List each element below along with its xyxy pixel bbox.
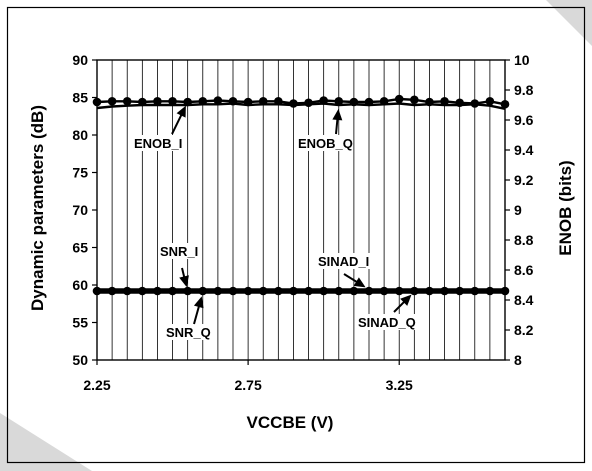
data-point-enob-i	[440, 96, 449, 106]
right-y-tick-label: 8	[514, 352, 522, 368]
left-y-tick-label: 90	[72, 52, 88, 68]
annotation-sinad-q: SINAD_Q	[358, 315, 416, 330]
right-y-tick-label: 8.8	[514, 232, 534, 248]
series-line-enob-i	[96, 97, 506, 106]
data-point-enob-i	[107, 96, 117, 106]
x-tick-label: 2.25	[83, 377, 110, 393]
annotation-snr-i: SNR_I	[160, 244, 198, 259]
annotation-bg-sinad-i	[316, 253, 377, 269]
left-y-tick-label: 60	[72, 277, 88, 293]
annotation-enob-q: ENOB_Q	[298, 136, 353, 151]
right-y-tick-label: 9.2	[514, 172, 534, 188]
right-y-tick-label: 9	[514, 202, 522, 218]
annotation-arrow-head-snr-q	[193, 296, 204, 309]
left-y-tick-label: 50	[72, 352, 88, 368]
left-y-tick-label: 65	[72, 240, 88, 256]
annotation-arrow-head-sinad-q	[400, 294, 412, 306]
data-point-enob-i	[304, 98, 313, 108]
right-y-tick-label: 8.2	[514, 322, 534, 338]
left-y-tick-label: 70	[72, 202, 88, 218]
annotation-enob-i: ENOB_I	[134, 136, 182, 151]
data-point-enob-i	[289, 99, 298, 108]
data-point-enob-i	[485, 96, 495, 106]
data-point-enob-i	[334, 96, 344, 106]
right-y-tick-label: 8.6	[514, 262, 534, 278]
data-point-enob-i	[500, 99, 510, 109]
left-y-tick-label: 75	[72, 165, 88, 181]
right-y-tick-label: 9.6	[514, 112, 534, 128]
x-tick-label: 2.75	[234, 377, 261, 393]
figure-border	[6, 6, 586, 464]
annotation-arrow-head-sinad-i	[353, 277, 366, 288]
series-line-enob-q	[96, 102, 506, 110]
right-y-tick-label: 10	[514, 52, 530, 68]
annotation-arrow-head-enob-q	[332, 108, 343, 121]
annotation-sinad-i: SINAD_I	[318, 254, 369, 269]
annotation-arrow-head-snr-i	[179, 275, 189, 288]
right-y-tick-label: 9.8	[514, 82, 534, 98]
data-point-enob-i	[213, 96, 223, 105]
annotation-arrow-head-enob-i	[176, 105, 186, 118]
annotation-bg-enob-i	[132, 135, 184, 151]
right-y-tick-label: 9.4	[514, 142, 534, 158]
left-y-tick-label: 85	[72, 90, 88, 106]
left-y-tick-label: 80	[72, 127, 88, 143]
corner-mark-bottom-left	[0, 413, 92, 471]
data-point-enob-i	[92, 97, 102, 107]
corner-mark-top-right	[546, 0, 592, 46]
right-y-tick-label: 8.4	[514, 292, 534, 308]
data-point-enob-i	[394, 94, 404, 104]
annotation-bg-enob-q	[296, 135, 348, 151]
left-y-axis-label: Dynamic parameters (dB)	[28, 105, 47, 311]
data-point-enob-i	[153, 96, 162, 106]
data-point-enob-i	[410, 95, 419, 105]
x-tick-label: 3.25	[386, 377, 413, 393]
annotation-bg-sinad-q	[356, 314, 417, 330]
right-y-axis-label: ENOB (bits)	[556, 160, 575, 255]
x-axis-label: VCCBE (V)	[247, 413, 334, 432]
left-y-tick-label: 55	[72, 315, 88, 331]
data-point-enob-i	[122, 96, 132, 106]
data-point-enob-i	[168, 96, 177, 106]
annotation-bg-snr-q	[164, 324, 207, 340]
annotation-snr-q: SNR_Q	[166, 325, 211, 340]
annotation-arrow-line-snr-q	[193, 303, 201, 325]
annotation-arrow-line-enob-i	[171, 112, 184, 135]
annotation-bg-snr-i	[158, 243, 201, 259]
